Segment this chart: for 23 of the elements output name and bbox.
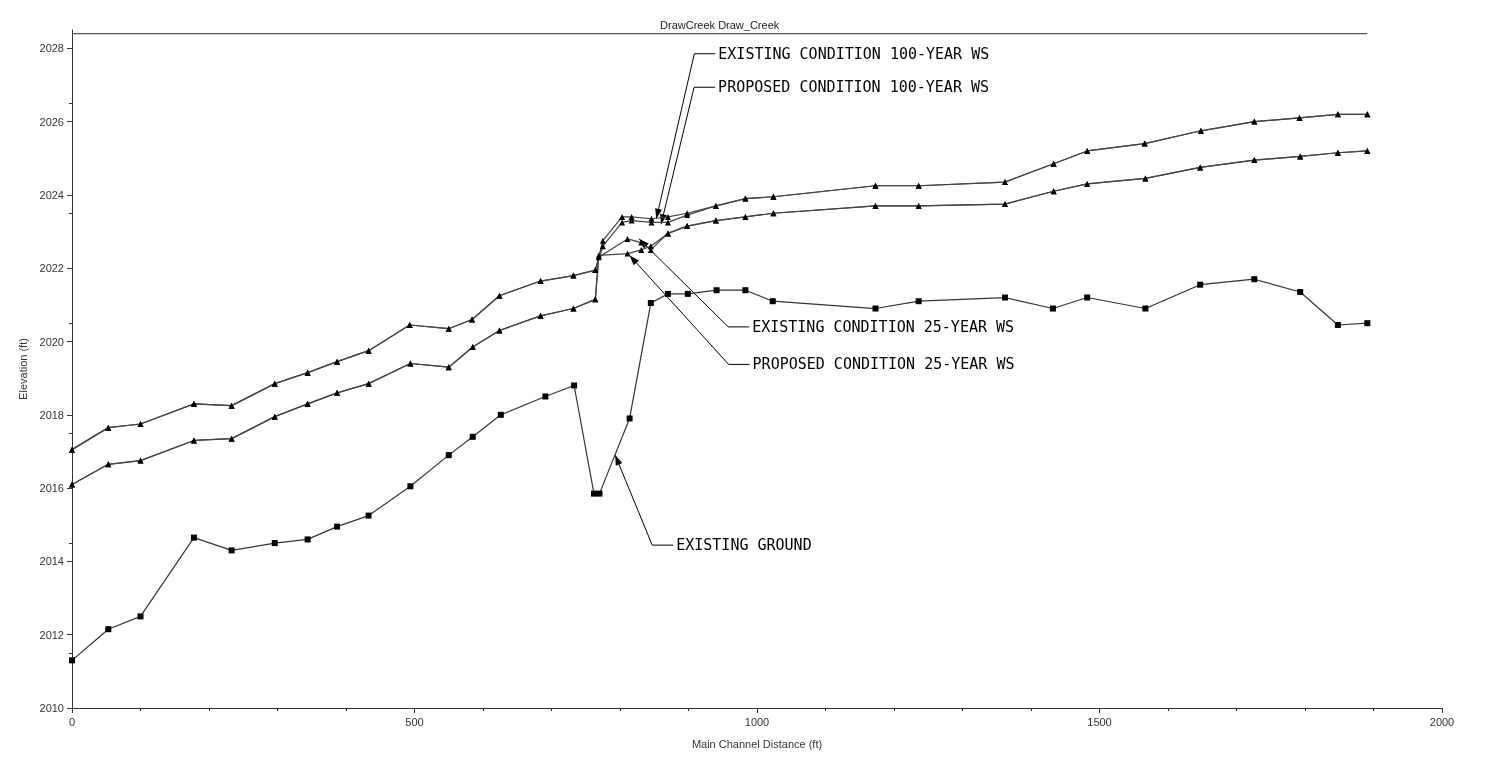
y-tick-label: 2012 (39, 628, 64, 641)
x-tick-label: 2000 (1429, 715, 1455, 728)
y-tick-label: 2014 (39, 555, 64, 568)
y-tick-label: 2010 (39, 702, 64, 714)
x-tick-label: 500 (405, 715, 424, 728)
annotation: PROPOSED CONDITION 100-YEAR WS (718, 78, 990, 97)
x-axis-title: Main Channel Distance (ft) (691, 737, 823, 750)
y-tick-label: 2018 (39, 408, 64, 421)
y-tick-label: 2024 (39, 188, 64, 201)
x-tick-label: 1000 (744, 715, 770, 728)
x-tick-label: 1500 (1087, 715, 1112, 728)
annotation: PROPOSED CONDITION 25-YEAR WS (752, 355, 1015, 374)
annotation: EXISTING CONDITION 25-YEAR WS (752, 317, 1015, 336)
y-tick-label: 2028 (39, 42, 64, 55)
y-tick-label: 2026 (39, 115, 64, 128)
annotation: EXISTING CONDITION 100-YEAR WS (718, 44, 990, 63)
y-tick-label: 2016 (39, 482, 64, 495)
y-axis-title: Elevation (ft) (17, 338, 30, 400)
x-tick-label: 0 (68, 715, 76, 728)
series-label: DrawCreek Draw_Creek (660, 19, 780, 32)
y-tick-label: 2022 (39, 262, 64, 275)
annotation: EXISTING GROUND (676, 536, 812, 555)
y-tick-label: 2020 (39, 335, 64, 348)
